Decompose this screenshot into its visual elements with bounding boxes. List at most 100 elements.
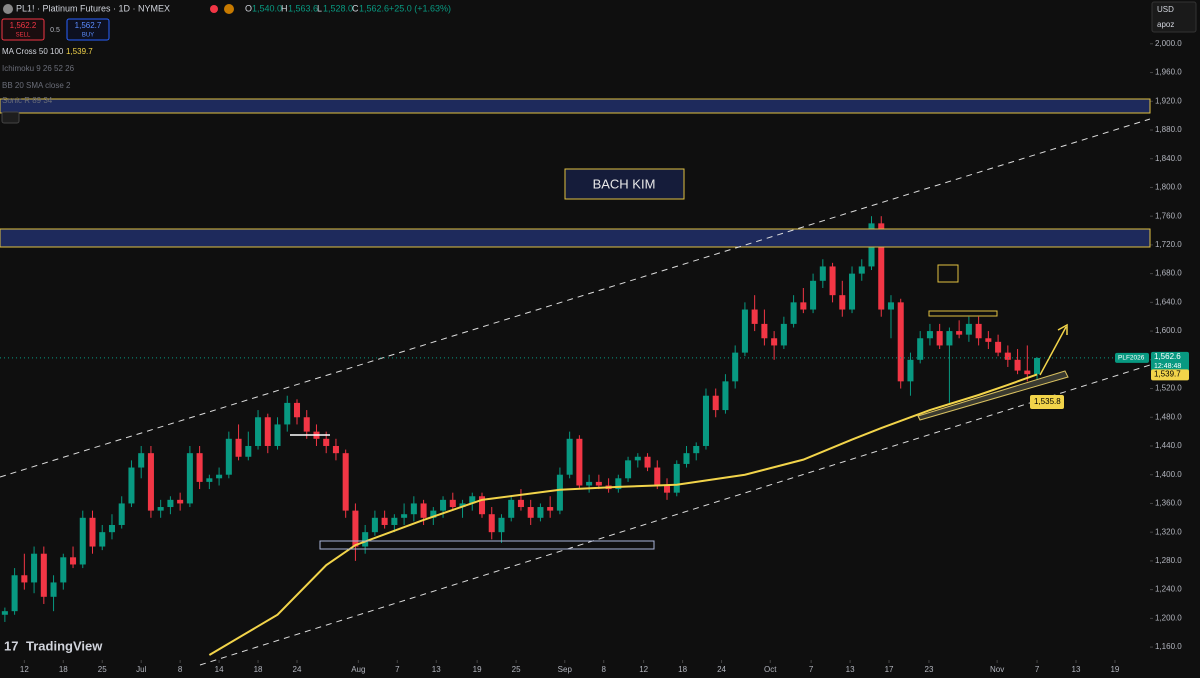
candle-body [741,309,748,353]
candle-body [790,302,797,324]
y-tick-label: 1,360.0 [1155,499,1182,508]
candle-body [566,438,573,475]
x-tick-label: 25 [98,665,107,674]
candle-body [965,323,972,335]
zone [0,228,1151,248]
candle-body [391,517,398,525]
sell-button[interactable] [1,18,45,41]
candle-body [975,323,982,339]
candle-body [177,499,184,504]
x-tick-label: 24 [293,665,302,674]
y-tick-label: 1,760.0 [1155,211,1182,220]
x-tick-label: 7 [809,665,814,674]
x-tick-label: 24 [717,665,726,674]
l-label: L [317,3,322,13]
x-tick-label: 7 [1035,665,1040,674]
indicator[interactable]: Ichimoku 9 26 52 26 [2,64,75,73]
collapse-button[interactable] [1,111,20,124]
candle-body [1024,370,1031,375]
candle-body [225,438,232,475]
sell-label: SELL [16,33,31,39]
c-value: 1,562.6 [359,3,389,13]
candle-body [99,532,106,547]
candle-body [196,453,203,482]
candle-body [89,517,96,547]
annotation: BACH KIM [593,176,656,191]
candle-body [858,266,865,274]
candle-body [21,575,28,583]
price-tag [1151,351,1189,372]
candle-body [936,331,943,346]
price-tag-text: 1,562.6 [1154,352,1181,361]
candle-body [186,453,193,504]
y-tick-label: 1,880.0 [1155,125,1182,134]
candle-body [683,453,690,464]
overlay: PLF2026 1,562.6 12:48:481,539.7 1,535.8 [0,351,1189,409]
zone [0,98,1151,114]
indicator[interactable]: Sonic R 89 34 [2,96,53,105]
candle-body [488,514,495,533]
candle-body [410,503,417,515]
x-tick-label: 8 [178,665,183,674]
candle-body [108,524,115,533]
y-tick-label: 1,800.0 [1155,183,1182,192]
candle-body [664,485,671,493]
candle-body [926,331,933,339]
candle-body [40,553,47,597]
candle-body [780,323,787,346]
candle-body [255,417,262,446]
candle-body [1004,352,1011,360]
x-tick-label: Jul [136,665,146,674]
candle-body [498,517,505,533]
candle-body [70,557,77,565]
point-tag-text: 1,535.8 [1034,397,1061,406]
symbol-icon [3,4,13,14]
indicator[interactable]: MA Cross 50 100 [2,47,64,56]
point-tag [1030,395,1064,409]
candle-body [264,417,271,446]
candle-body [449,499,456,508]
candle-body [771,338,778,346]
candle-body [469,496,476,504]
ma-tag-text: 1,539.7 [1154,369,1181,378]
indicator[interactable]: BB 20 SMA close 2 [2,81,71,90]
candle-body [1,611,8,615]
y-tick-label: 1,600.0 [1155,326,1182,335]
candle-body [440,499,447,511]
buy-button[interactable] [66,18,110,41]
x-tick-label: 8 [601,665,606,674]
candle-body [420,503,427,518]
account: apoz [1157,20,1174,29]
currency-button[interactable] [1151,1,1197,33]
logo-mark: 17 [4,638,18,653]
candle-body [917,338,924,360]
moving-average [208,373,1038,656]
box [937,264,959,283]
candle-body [235,438,242,457]
x-tick-label: 19 [1110,665,1119,674]
candle-body [206,478,213,482]
candle-body [381,517,388,525]
delay-badge [224,4,234,14]
candle-body [547,507,554,511]
y-tick-label: 1,320.0 [1155,527,1182,536]
candle-body [576,438,583,486]
candle-body [800,302,807,310]
candle-body [849,273,856,310]
candle-body [118,503,125,525]
candle-body [508,499,515,518]
change: +25.0 (+1.63%) [389,3,451,13]
candle-body [907,359,914,382]
y-tick-label: 1,520.0 [1155,384,1182,393]
channel-line [0,118,1151,478]
candle-body [11,575,18,612]
indicator-value: 1,539.7 [66,47,93,56]
candle-body [342,453,349,511]
box [319,540,655,550]
y-tick-label: 1,960.0 [1155,68,1182,77]
candle-body [644,456,651,468]
candle-body [810,280,817,310]
l-value: 1,528.0 [323,3,353,13]
o-value: 1,540.0 [252,3,282,13]
contract: PLF2026 [1118,355,1145,362]
